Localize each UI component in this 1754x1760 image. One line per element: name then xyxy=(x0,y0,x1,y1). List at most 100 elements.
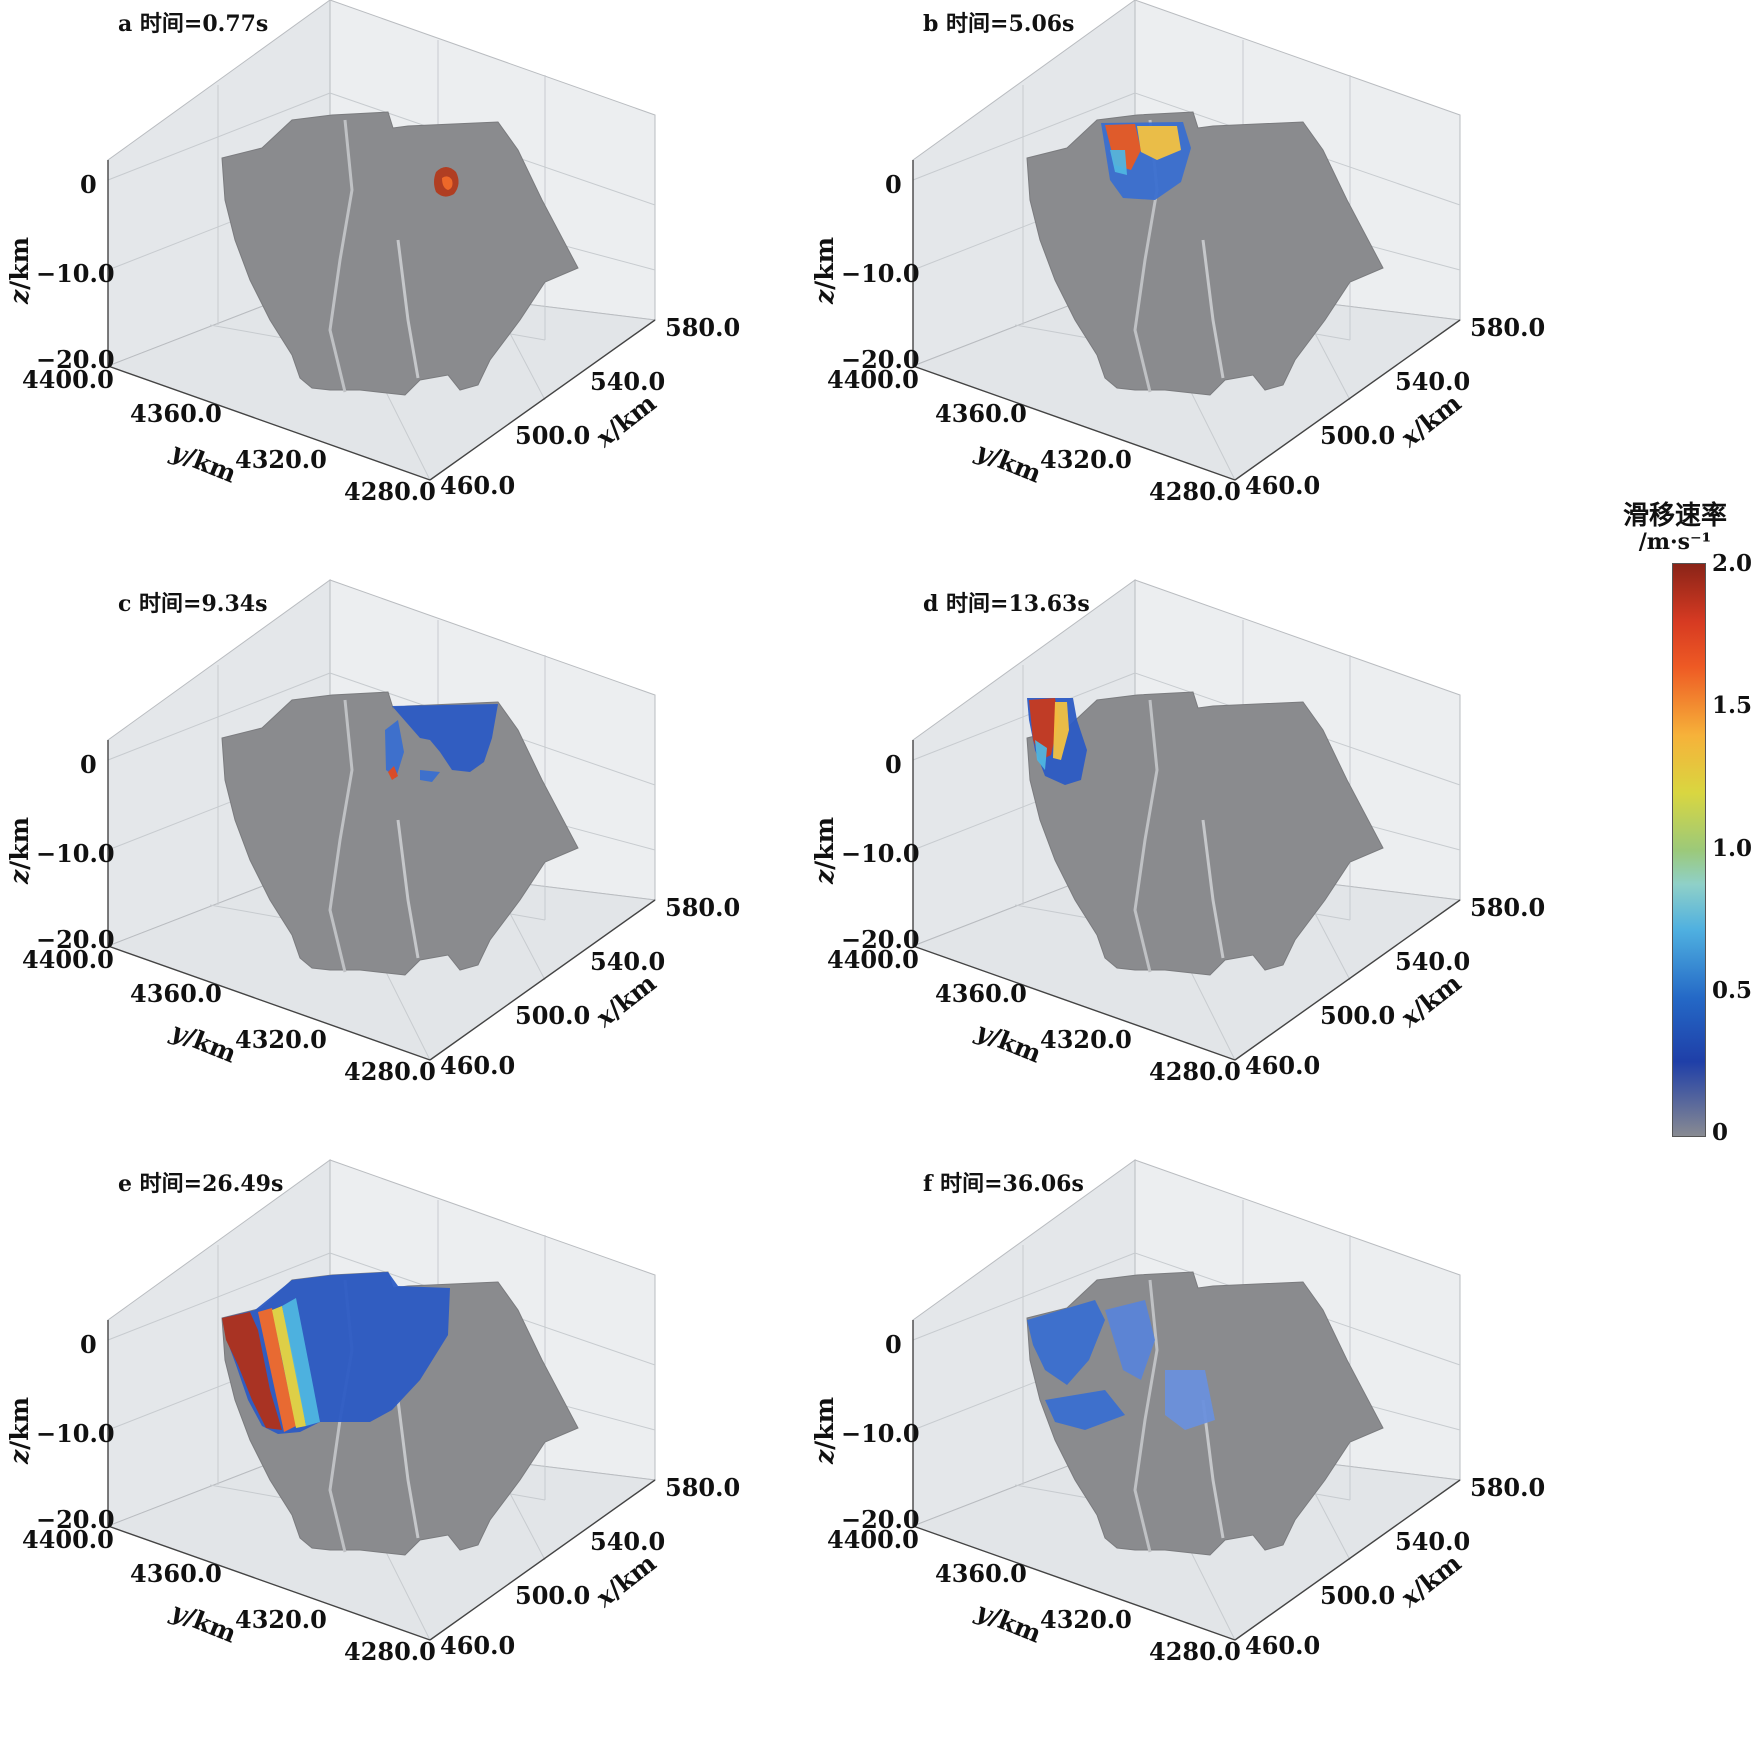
x-tick-label: 580.0 xyxy=(665,893,741,922)
z-axis-symbol: z xyxy=(5,289,35,305)
slip-rate-patch xyxy=(1027,1300,1105,1385)
panel-c: c 时间=9.34s 0 −10.0 −20.0 4400.0 4360.0 4320.0 4… xyxy=(0,579,870,1180)
axis-edges xyxy=(912,160,1461,481)
x-tick-label: 500.0 xyxy=(515,1581,591,1610)
z-axis-symbol: z xyxy=(810,1449,840,1465)
fault-ridge xyxy=(328,119,354,393)
colorbar-tick: 0 xyxy=(1712,1119,1729,1146)
x-tick-label: 540.0 xyxy=(590,367,666,396)
z-tick-label: −20.0 xyxy=(36,925,115,954)
panel-title: d 时间=13.63s xyxy=(923,591,1090,617)
y-tick-label: 4320.0 xyxy=(1040,445,1132,474)
z-tick-label: −20.0 xyxy=(841,345,920,374)
x-tick-label: 460.0 xyxy=(1245,1051,1321,1080)
colorbar-title: 滑移速率 xyxy=(1622,501,1727,531)
x-tick-label: 500.0 xyxy=(1320,1001,1396,1030)
slip-rate-patch xyxy=(388,766,398,780)
z-tick-label: −20.0 xyxy=(841,925,920,954)
axis-edges xyxy=(912,740,1461,1061)
z-tick-label: −10.0 xyxy=(36,1419,115,1448)
y-tick-label: 4400.0 xyxy=(827,365,919,394)
x-tick-label: 540.0 xyxy=(590,1527,666,1556)
y-tick-label: 4360.0 xyxy=(935,1559,1027,1588)
axis-edges xyxy=(107,160,656,481)
panel-d: d 时间=13.63s 0 −10.0 −20.0 4400.0 4360.0 4320.0… xyxy=(805,579,1675,1180)
z-axis-unit: /km xyxy=(810,816,840,870)
fault-ridge xyxy=(1133,1279,1159,1553)
y-tick-label: 4360.0 xyxy=(935,399,1027,428)
fault-ridge xyxy=(1201,239,1225,379)
slip-rate-patch xyxy=(385,720,404,778)
colorbar-tick: 0.5 xyxy=(1712,977,1753,1004)
slip-rate-patch xyxy=(392,704,498,772)
x-tick-label: 540.0 xyxy=(1395,367,1471,396)
panel-title: b 时间=5.06s xyxy=(923,11,1075,37)
z-tick-label: 0 xyxy=(885,1330,902,1359)
z-tick-label: −20.0 xyxy=(841,1505,920,1534)
fault-ridge xyxy=(1201,819,1225,959)
plot-3d-box xyxy=(106,1159,657,1641)
y-tick-label: 4400.0 xyxy=(827,945,919,974)
colorbar-gradient xyxy=(1672,563,1706,1137)
z-tick-label: −10.0 xyxy=(841,259,920,288)
fault-ridge xyxy=(1201,1399,1225,1539)
slip-rate-patch xyxy=(1110,150,1127,175)
x-tick-label: 580.0 xyxy=(665,313,741,342)
fault-ridge xyxy=(396,819,420,959)
slip-rate-patch xyxy=(222,1312,282,1430)
z-axis-unit: /km xyxy=(810,236,840,290)
z-tick-label: −10.0 xyxy=(36,839,115,868)
slip-rate-patch xyxy=(1045,1390,1125,1430)
x-tick-label: 540.0 xyxy=(590,947,666,976)
colorbar-tick: 1.0 xyxy=(1712,835,1753,862)
y-tick-label: 4400.0 xyxy=(827,1525,919,1554)
x-tick-label: 460.0 xyxy=(440,1051,516,1080)
y-tick-label: 4280.0 xyxy=(1149,1637,1241,1666)
y-tick-label: 4360.0 xyxy=(130,979,222,1008)
x-tick-label: 500.0 xyxy=(515,1001,591,1030)
panel-title: e 时间=26.49s xyxy=(118,1171,284,1197)
fault-ridge xyxy=(1133,699,1159,973)
z-axis-unit: /km xyxy=(810,1396,840,1450)
fault-ridge xyxy=(328,699,354,973)
fault-ridge xyxy=(396,1399,420,1539)
x-tick-label: 540.0 xyxy=(1395,1527,1471,1556)
slip-rate-patch xyxy=(1165,1370,1215,1430)
z-axis-symbol: z xyxy=(810,869,840,885)
slip-rate-patch xyxy=(442,176,453,190)
z-tick-label: 0 xyxy=(80,1330,97,1359)
z-axis-label: z/km xyxy=(810,816,840,885)
y-tick-label: 4280.0 xyxy=(344,1057,436,1086)
x-tick-label: 500.0 xyxy=(515,421,591,450)
y-tick-label: 4280.0 xyxy=(344,477,436,506)
y-tick-label: 4360.0 xyxy=(130,1559,222,1588)
slip-rate-patch xyxy=(282,1298,320,1426)
x-tick-label: 580.0 xyxy=(1470,1473,1546,1502)
panel-a: a 时间=0.77s 0 −10.0 −20.0 4400.0 4360.0 4320.0 4… xyxy=(0,0,870,600)
plot-3d-box xyxy=(106,579,657,1061)
plot-3d-box xyxy=(911,0,1462,481)
z-axis-label: z/km xyxy=(810,1396,840,1465)
slip-rate-patch xyxy=(1053,702,1069,760)
y-tick-label: 4320.0 xyxy=(235,445,327,474)
colorbar: 滑移速率 /m·s⁻¹ 2.0 1.5 1.0 0.5 0 xyxy=(1600,495,1754,1155)
slip-rate-patch xyxy=(1035,740,1047,770)
z-axis-symbol: z xyxy=(5,1449,35,1465)
z-tick-label: 0 xyxy=(80,750,97,779)
y-tick-label: 4320.0 xyxy=(235,1605,327,1634)
y-tick-label: 4280.0 xyxy=(1149,1057,1241,1086)
panel-title: f 时间=36.06s xyxy=(923,1171,1084,1197)
plot-3d-box xyxy=(911,1159,1462,1641)
panel-e: e 时间=26.49s 0 −10.0 −20.0 4400.0 4360.0 4320.0… xyxy=(0,1159,870,1760)
y-tick-label: 4400.0 xyxy=(22,945,114,974)
panel-b: b 时间=5.06s 0 −10.0 −20.0 4400.0 4360.0 4320.0 4… xyxy=(805,0,1675,600)
y-tick-label: 4280.0 xyxy=(1149,477,1241,506)
z-axis-label: z/km xyxy=(5,817,34,884)
z-tick-label: −10.0 xyxy=(841,839,920,868)
x-tick-label: 460.0 xyxy=(440,1631,516,1660)
x-tick-label: 500.0 xyxy=(1320,421,1396,450)
fault-ridge xyxy=(396,239,420,379)
z-axis-symbol: z xyxy=(810,289,840,305)
colorbar-unit: /m·s⁻¹ xyxy=(1638,529,1712,555)
y-tick-label: 4360.0 xyxy=(130,399,222,428)
